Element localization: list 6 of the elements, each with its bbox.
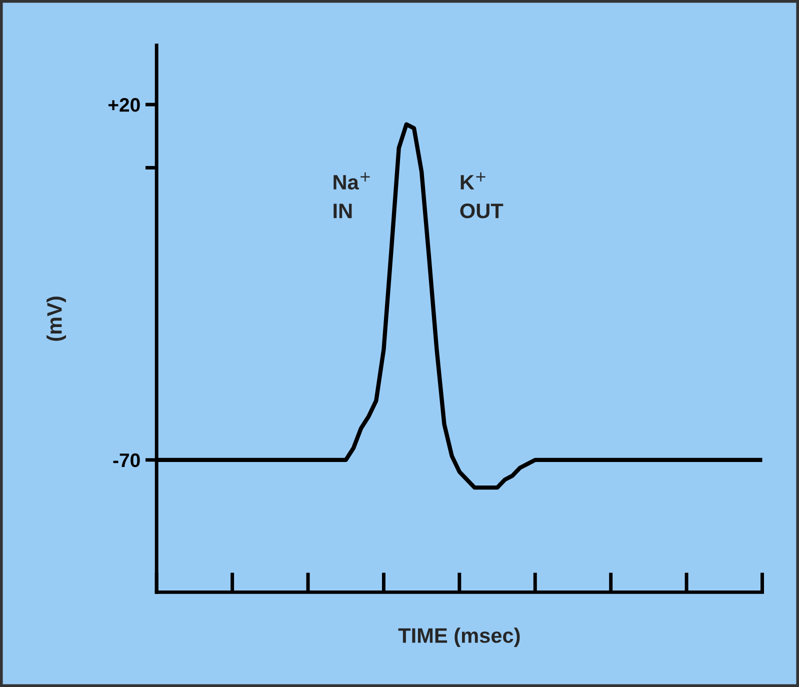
y-tick-label: -70: [113, 453, 140, 468]
text: K$^{+}$ OUT: [460, 172, 504, 218]
y-tick-label: +20: [108, 98, 140, 112]
x-axis-title: TIME (msec): [398, 628, 520, 648]
y-axis-title: (mV): [46, 296, 66, 341]
text: Na$^{+}$ IN: [334, 172, 370, 218]
